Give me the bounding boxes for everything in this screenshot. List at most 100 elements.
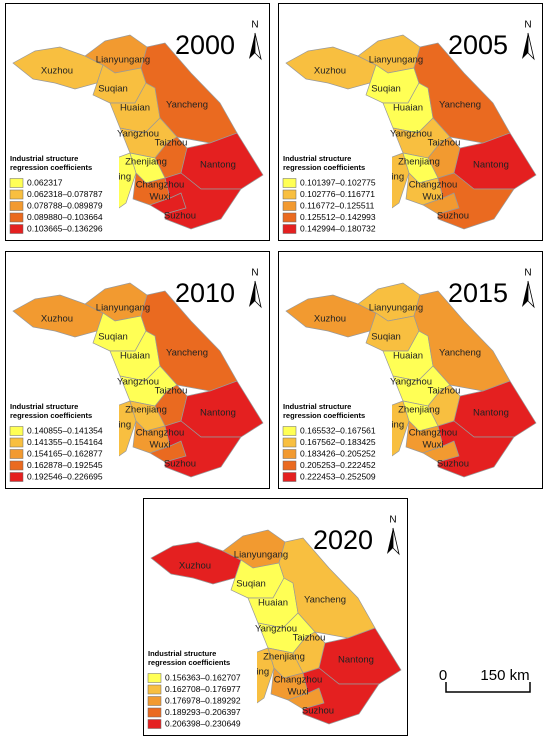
city-label: Yangzhou: [117, 129, 159, 140]
city-label: Yancheng: [439, 100, 481, 111]
legend-swatch: [282, 437, 297, 448]
city-label: Yangzhou: [390, 129, 432, 140]
legend-title: regression coefficients: [10, 163, 92, 172]
legend-swatch: [282, 472, 297, 482]
city-label: Taizhou: [428, 138, 461, 149]
north-arrow: [522, 281, 528, 307]
legend-swatch: [282, 201, 297, 211]
city-label: Yancheng: [166, 348, 208, 359]
city-label: Lianyungang: [369, 55, 423, 66]
legend-label: 0.101397–0.102775: [300, 177, 376, 187]
legend-label: 0.162708–0.176977: [165, 684, 241, 694]
city-label: Suzhou: [437, 459, 469, 470]
year-label: 2010: [175, 278, 235, 308]
north-arrow: [387, 528, 393, 554]
legend-swatch: [282, 426, 297, 436]
legend-title: Industrial structure: [10, 154, 78, 163]
map-panel: Xuzhou Lianyungang Suqian Huaian Yancheng Yan…: [278, 251, 543, 489]
legend-label: 0.140855–0.141354: [27, 425, 103, 435]
city-label: Changzhou: [136, 180, 185, 191]
legend-swatch: [147, 673, 162, 683]
city-label: Suqian: [98, 332, 128, 343]
scale-bar: 0 150 km: [439, 667, 531, 693]
city-label: Xuzhou: [41, 314, 73, 325]
legend-swatch: [282, 449, 297, 459]
legend-label: 0.062318–0.078787: [27, 189, 103, 199]
city-label: Wuxi: [150, 440, 171, 451]
north-arrow: [249, 281, 255, 307]
legend-label: 0.103665–0.136296: [27, 223, 103, 233]
city-label: Suzhou: [164, 211, 196, 222]
legend-box: [280, 153, 392, 239]
city-label: Nantong: [473, 408, 509, 419]
city-label: Yangzhou: [117, 377, 159, 388]
legend-label: 0.102776–0.116771: [300, 189, 375, 199]
legend-title: Industrial structure: [148, 649, 216, 658]
city-label: Yangzhou: [390, 377, 432, 388]
legend-box: [7, 153, 119, 239]
north-arrow: [522, 33, 528, 59]
north-label: N: [251, 268, 258, 279]
region: [164, 420, 242, 478]
legend-label: 0.154165–0.162877: [27, 448, 103, 458]
north-arrow-half: [254, 280, 262, 309]
north-label: N: [524, 268, 531, 279]
legend-swatch: [9, 426, 24, 436]
city-label: Suqian: [98, 84, 128, 95]
city-label: Xuzhou: [314, 66, 346, 77]
legend-swatch: [9, 212, 24, 223]
city-label: Changzhou: [409, 180, 458, 191]
city-label: Lianyungang: [96, 303, 150, 314]
city-label: Suzhou: [437, 211, 469, 222]
city-label: Zhenjiang: [125, 405, 167, 416]
region: [140, 290, 238, 392]
legend-label: 0.062317: [27, 177, 63, 187]
legend-label: 0.156363–0.162707: [165, 672, 241, 682]
north-arrow-half: [527, 32, 535, 61]
region: [413, 290, 511, 392]
year-label: 2005: [448, 30, 508, 60]
region: [437, 172, 515, 230]
city-label: Lianyungang: [369, 303, 423, 314]
city-label: Zhenjiang: [263, 652, 305, 663]
legend-box: [280, 401, 392, 487]
legend-title: regression coefficients: [10, 411, 92, 420]
city-label: Nantong: [200, 160, 236, 171]
city-label: Nantong: [473, 160, 509, 171]
legend-swatch: [282, 460, 297, 471]
map-panel: Xuzhou Lianyungang Suqian Huaian Yancheng Yan…: [5, 251, 270, 489]
legend-swatch: [9, 189, 24, 200]
region: [437, 420, 515, 478]
legend-title: regression coefficients: [283, 411, 365, 420]
region: [164, 172, 242, 230]
city-label: Wuxi: [150, 192, 171, 203]
city-label: Nantong: [200, 408, 236, 419]
city-label: Zhenjiang: [398, 157, 440, 168]
city-label: Huaian: [258, 598, 288, 609]
legend-swatch: [9, 178, 24, 188]
city-label: Zhenjiang: [398, 405, 440, 416]
city-label: Suzhou: [302, 706, 334, 717]
city-label: Huaian: [393, 103, 423, 114]
city-label: Xuzhou: [314, 314, 346, 325]
city-label: Yancheng: [439, 348, 481, 359]
city-label: Suqian: [236, 579, 266, 590]
city-label: Wuxi: [423, 440, 444, 451]
legend-swatch: [9, 460, 24, 471]
city-label: Taizhou: [428, 386, 461, 397]
city-label: Changzhou: [274, 675, 323, 686]
city-label: Suzhou: [164, 459, 196, 470]
north-label: N: [251, 20, 258, 31]
city-label: Taizhou: [155, 138, 188, 149]
scale-end: 150 km: [480, 667, 529, 684]
region: [302, 667, 380, 725]
legend-label: 0.116772–0.125511: [300, 200, 375, 210]
city-label: Zhenjiang: [125, 157, 167, 168]
city-label: Huaian: [120, 351, 150, 362]
legend-label: 0.189293–0.206397: [165, 707, 241, 717]
legend-label: 0.162878–0.192545: [27, 460, 103, 470]
legend-title: Industrial structure: [10, 402, 78, 411]
region: [413, 42, 511, 144]
city-label: Taizhou: [155, 386, 188, 397]
legend-swatch: [9, 224, 24, 234]
